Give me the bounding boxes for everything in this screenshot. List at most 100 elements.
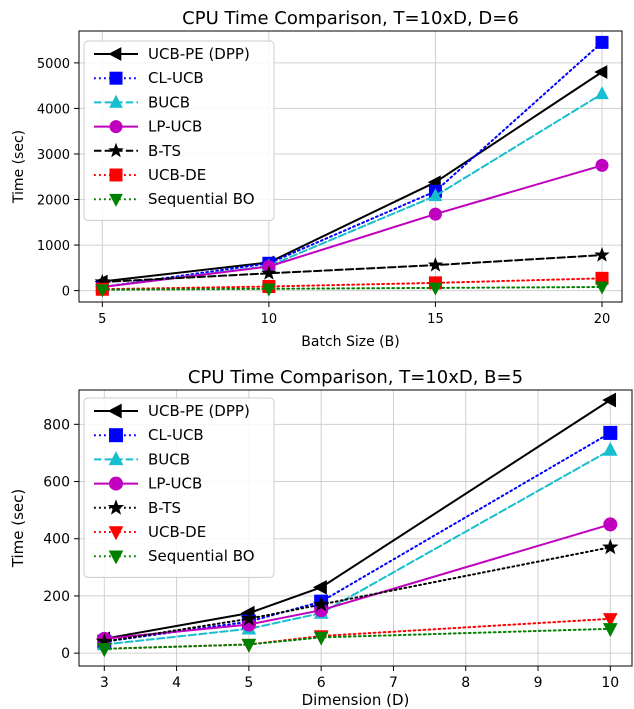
series-sequential-bo [95,281,609,298]
legend-entry-b-ts: B-TS [94,142,181,160]
legend-label: B-TS [148,499,181,517]
series-ucb-de [95,271,609,296]
data-point [602,441,618,456]
legend-entry-ucb-de: UCB-DE [94,166,206,184]
x-tick-label: 10 [261,312,278,327]
series-line [101,41,603,288]
data-point [603,517,618,532]
data-point [428,282,443,296]
legend-label: BUCB [148,93,190,111]
legend-entry-cl-ucb: CL-UCB [94,69,204,87]
chart-title: CPU Time Comparison, T=10xD, D=6 [182,8,519,29]
legend-marker [109,94,123,108]
series-line [101,71,603,283]
legend-marker [108,526,124,541]
plot-frame [78,30,623,303]
data-point [261,265,277,280]
data-point [428,188,443,202]
legend-marker [108,47,122,61]
data-point [595,35,609,49]
data-point [313,595,330,612]
series-sequential-bo [96,623,618,658]
legend-box [83,397,275,578]
legend-marker [107,403,122,419]
legend-entry-lp-ucb: LP-UCB [94,475,202,493]
legend-label: B-TS [148,142,181,160]
plot-frame [78,389,633,667]
legend-label: Sequential BO [148,547,255,565]
y-tick-label: 2000 [37,194,70,209]
legend-entry-ucb-pe-dpp: UCB-PE (DPP) [94,45,250,63]
chart-2: 3 4 5 6 7 8 9 10 0 200 400 600 800 CPU Time Compariso… [9,367,633,709]
legend-label: UCB-PE (DPP) [148,45,250,63]
legend-entry-ucb-pe-dpp: UCB-PE (DPP) [94,402,250,420]
x-tick-label: 10 [601,675,619,691]
y-tick-label: 200 [43,589,70,605]
legend-marker [108,142,124,158]
legend-label: LP-UCB [148,475,202,493]
legend-entry-cl-ucb: CL-UCB [94,426,204,444]
legend-entry-ucb-de: UCB-DE [94,523,206,541]
legend-marker [109,168,123,182]
data-point [603,425,618,440]
legend-label: LP-UCB [148,118,202,136]
legend-entry-lp-ucb: LP-UCB [94,118,202,136]
y-tick-label: 1000 [37,239,70,254]
series-line [103,449,612,646]
x-tick-label: 4 [172,675,181,691]
legend-marker [109,120,123,134]
y-tick-label: 0 [61,646,70,662]
data-point [96,643,112,658]
x-tick-label: 5 [98,312,106,327]
legend-entry-bucb: BUCB [94,93,190,111]
y-tick-label: 800 [43,417,70,433]
x-tick-label: 9 [534,675,543,691]
legend-entry-sequential-bo: Sequential BO [94,190,255,208]
data-point [594,65,608,79]
y-axis-label: Time (sec) [11,130,27,204]
x-axis-label: Batch Size (B) [301,334,399,350]
legend-entry-b-ts: B-TS [94,499,181,517]
data-point [602,538,619,555]
series-line [103,523,612,640]
x-tick-label: 15 [427,312,444,327]
data-point [602,623,618,638]
x-tick-label: 8 [461,675,470,691]
data-point [312,580,327,595]
legend-marker [108,451,124,466]
series-line [101,254,603,283]
x-tick-label: 6 [317,675,326,691]
data-point [240,610,258,626]
y-axis-label: Time (sec) [9,489,27,568]
legend-entry-bucb: BUCB [94,450,190,468]
legend-label: BUCB [148,450,190,468]
y-tick-label: 4000 [37,102,70,117]
legend-marker [109,476,123,491]
legend-marker [107,499,125,515]
y-tick-label: 400 [43,532,70,548]
data-point [595,281,609,295]
x-axis-label: Dimension (D) [302,691,410,709]
legend-label: UCB-DE [148,523,206,541]
data-point [95,284,110,298]
series-b-ts [94,247,610,289]
x-tick-label: 7 [389,675,398,691]
series-line [101,164,603,288]
data-point [428,207,442,221]
data-point [594,247,610,262]
legend-label: CL-UCB [148,69,204,87]
legend-marker [109,71,123,85]
legend: UCB-PE (DPP) CL-UCB BUCB LP-UCB B-TS UCB-DE Se… [83,397,275,578]
data-point [602,392,617,408]
data-point [241,638,257,653]
chart-title: CPU Time Comparison, T=10xD, B=5 [188,367,523,388]
series-line [103,399,612,640]
y-tick-label: 0 [62,285,70,300]
y-tick-label: 5000 [37,57,70,72]
y-tick-label: 600 [43,475,70,491]
data-point [602,613,618,628]
legend: UCB-PE (DPP) CL-UCB BUCB LP-UCB B-TS UCB-DE Se… [83,40,275,221]
legend-marker [109,193,123,207]
legend-label: CL-UCB [148,426,204,444]
series-line [103,546,612,643]
